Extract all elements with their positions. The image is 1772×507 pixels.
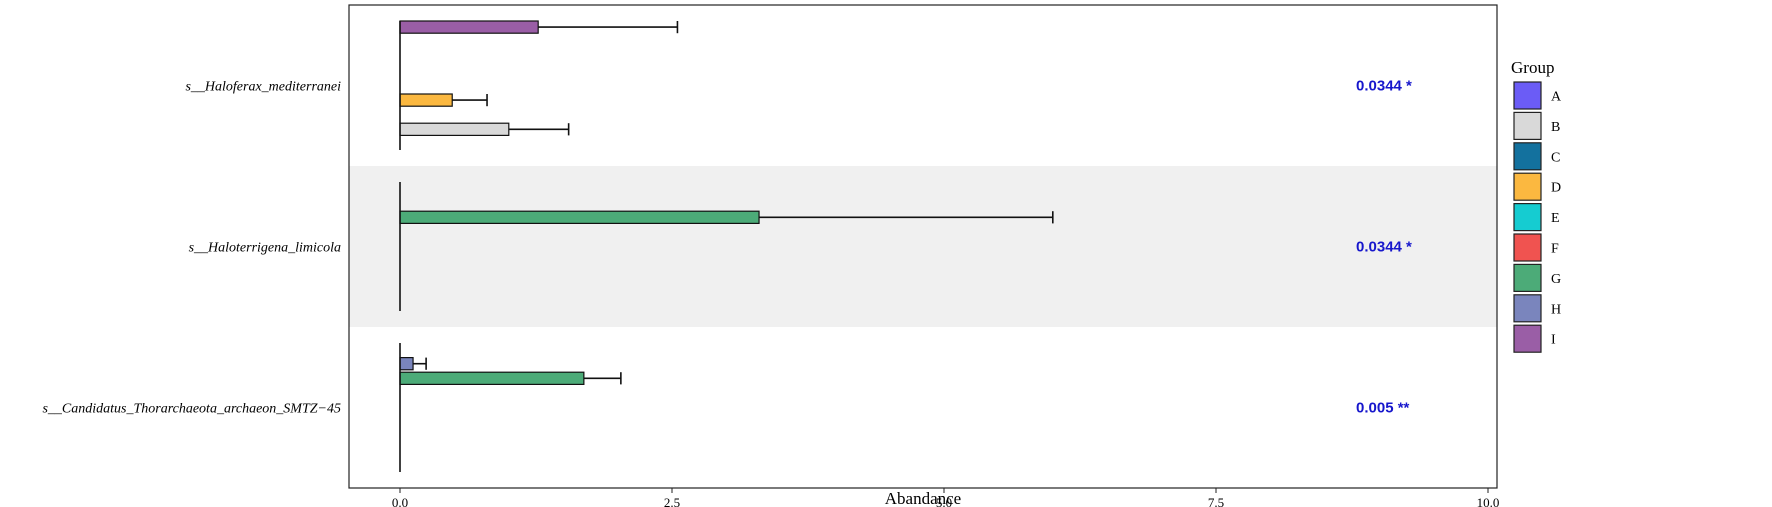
bar-H-2: [399, 357, 414, 371]
legend-key-F: [1513, 233, 1542, 262]
species-label-2: s__Candidatus_Thorarchaeota_archaeon_SMT…: [42, 402, 341, 417]
legend-key-H: [1513, 294, 1542, 323]
legend-label-E: E: [1551, 211, 1560, 226]
p-value-0: 0.0344 *: [1356, 78, 1412, 95]
bar-G-2: [399, 371, 585, 386]
legend-label-H: H: [1551, 302, 1561, 317]
bars-layer: [399, 20, 1054, 386]
legend-key-C: [1513, 142, 1542, 171]
legend-label-A: A: [1551, 90, 1562, 105]
legend-label-C: C: [1551, 150, 1560, 165]
legend-label-G: G: [1551, 272, 1561, 287]
bar-D-0: [399, 93, 453, 107]
legend-label-I: I: [1551, 333, 1556, 348]
legend-key-E: [1513, 203, 1542, 232]
bar-G-1: [399, 210, 760, 224]
legend: Group ABC DE FGH I: [1511, 58, 1562, 353]
x-axis: 0.0 2.5 5.0 7.5 10.0: [392, 488, 1500, 507]
legend-key-I: [1513, 324, 1542, 353]
x-tick-label-1: 2.5: [664, 495, 680, 507]
legend-title: Group: [1511, 58, 1554, 77]
species-label-0: s__Haloferax_mediterranei: [185, 80, 341, 95]
x-tick-label-2: 5.0: [936, 495, 952, 507]
p-value-labels: 0.0344 * 0.0344 * 0.005 **: [1356, 78, 1412, 417]
bar-B-0: [399, 122, 510, 136]
x-tick-label-0: 0.0: [392, 495, 408, 507]
legend-key-A: [1513, 81, 1542, 110]
p-value-2: 0.005 **: [1356, 400, 1410, 417]
row-band-shade: [349, 166, 1497, 327]
legend-key-B: [1513, 111, 1542, 141]
legend-label-F: F: [1551, 242, 1559, 257]
x-tick-label-4: 10.0: [1477, 495, 1500, 507]
bar-I-0: [399, 20, 539, 34]
p-value-1: 0.0344 *: [1356, 239, 1412, 256]
row-bands: [349, 166, 1497, 327]
legend-label-D: D: [1551, 181, 1561, 196]
species-label-1: s__Haloterrigena_limicola: [189, 241, 341, 256]
species-labels: s__Haloferax_mediterranei s__Haloterrigen…: [42, 80, 341, 417]
x-axis-title: Abandance: [885, 489, 961, 507]
legend-key-D: [1513, 172, 1542, 201]
x-tick-label-3: 7.5: [1208, 495, 1224, 507]
legend-key-G: [1513, 263, 1542, 292]
plot-panel-border: [348, 4, 1498, 489]
legend-label-B: B: [1551, 120, 1560, 135]
